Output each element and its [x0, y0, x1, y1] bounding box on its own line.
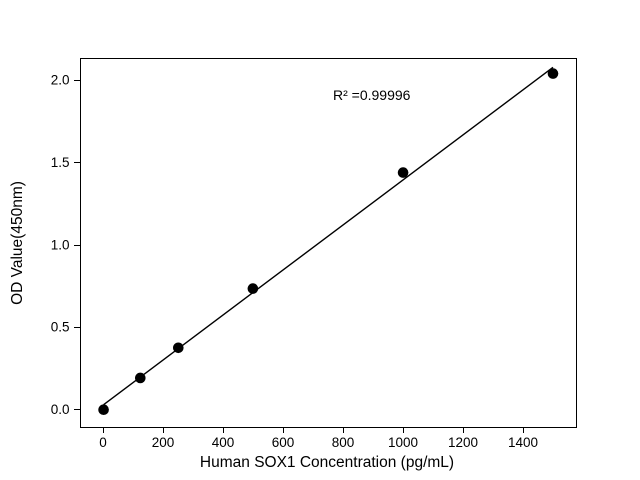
svg-text:1200: 1200: [448, 435, 478, 450]
svg-text:0: 0: [99, 435, 107, 450]
svg-text:0.5: 0.5: [51, 320, 70, 335]
svg-text:1.0: 1.0: [51, 237, 70, 252]
svg-text:600: 600: [272, 435, 295, 450]
svg-text:200: 200: [152, 435, 175, 450]
svg-text:Human SOX1 Concentration (pg/m: Human SOX1 Concentration (pg/mL): [200, 454, 454, 471]
svg-text:800: 800: [332, 435, 355, 450]
svg-text:2.0: 2.0: [51, 73, 70, 88]
svg-text:0.0: 0.0: [51, 402, 70, 417]
svg-text:1400: 1400: [508, 435, 538, 450]
svg-text:R² =0.99996: R² =0.99996: [333, 87, 411, 103]
svg-text:1000: 1000: [388, 435, 418, 450]
svg-text:OD Value(450nm): OD Value(450nm): [9, 181, 26, 305]
svg-text:1.5: 1.5: [51, 155, 70, 170]
svg-text:400: 400: [212, 435, 235, 450]
